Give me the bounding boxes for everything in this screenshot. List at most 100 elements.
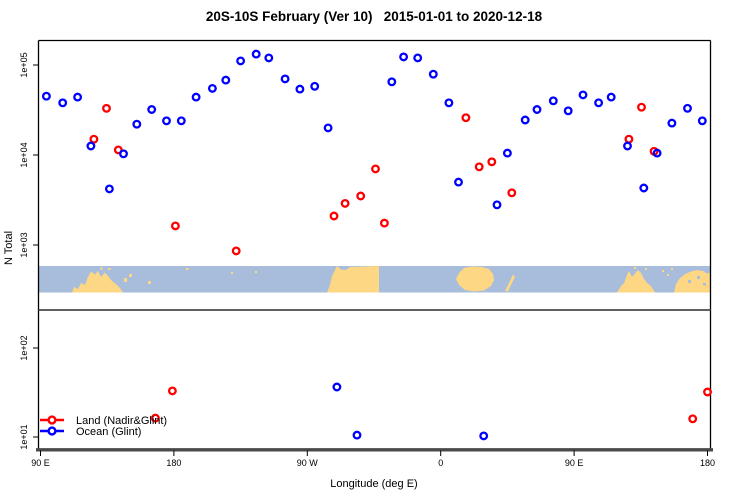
plot-frame <box>36 39 713 452</box>
data-point-ocean <box>444 98 454 108</box>
map-island-speck <box>255 271 257 273</box>
data-point-ocean <box>104 184 114 194</box>
data-point-ocean <box>119 149 128 159</box>
data-point-ocean <box>548 96 558 106</box>
data-point-ocean <box>176 116 186 126</box>
map-land-south-america <box>327 266 379 293</box>
data-point-ocean <box>413 53 423 63</box>
data-point-ocean <box>454 177 463 187</box>
map-island-speck <box>186 268 189 270</box>
data-point-ocean <box>264 53 274 63</box>
map-island-speck <box>645 268 647 270</box>
data-point-ocean <box>652 148 662 158</box>
data-point-ocean <box>639 183 649 193</box>
data-point-ocean <box>492 200 502 210</box>
y-tick-label: 1e+05 <box>19 52 29 77</box>
x-tick-label: 0 <box>438 458 443 468</box>
data-point-ocean <box>563 106 573 116</box>
data-point-land <box>624 134 634 144</box>
data-point-land <box>688 414 698 424</box>
map-island-speck <box>124 278 127 282</box>
map-land-africa <box>456 266 494 292</box>
data-point-ocean <box>623 141 632 151</box>
map-island-speck <box>634 267 636 269</box>
data-point-ocean <box>697 116 707 126</box>
x-axis-label: Longitude (deg E) <box>330 478 417 490</box>
data-point-ocean <box>58 98 68 108</box>
data-point-ocean <box>479 431 489 441</box>
data-point-ocean <box>295 84 305 94</box>
x-tick-label: 180 <box>700 458 715 468</box>
data-point-land <box>507 188 517 198</box>
y-axis-ticks: 1e+05 1e+04 1e+03 1e+02 1e+01 <box>19 52 39 450</box>
data-point-ocean <box>207 83 217 93</box>
x-tick-label: 90 E <box>31 458 50 468</box>
y-tick-label: 1e+02 <box>19 335 29 360</box>
data-point-land <box>637 102 646 112</box>
data-point-ocean <box>667 118 677 128</box>
data-point-ocean <box>428 69 438 79</box>
map-island-speck <box>129 274 132 277</box>
legend-label-ocean: Ocean (Glint) <box>76 426 141 438</box>
data-point-ocean <box>310 81 320 91</box>
data-points <box>41 49 712 441</box>
data-point-ocean <box>132 119 142 129</box>
map-island-speck <box>100 267 103 270</box>
data-point-ocean <box>683 103 692 113</box>
map-land-australia-2 <box>617 270 655 293</box>
legend: Land (Nadir&Glint) Ocean (Glint) <box>40 415 167 438</box>
legend-item-land: Land (Nadir&Glint) <box>40 415 167 427</box>
data-point-ocean <box>578 90 588 100</box>
data-point-ocean <box>502 148 512 158</box>
map-land-australia-1 <box>72 271 123 293</box>
data-point-ocean <box>41 91 51 101</box>
data-point-ocean <box>147 105 157 114</box>
data-point-land <box>231 246 241 256</box>
data-point-ocean <box>387 77 397 87</box>
world-map-strip <box>38 266 711 293</box>
data-point-ocean <box>352 430 362 440</box>
y-axis-label: N Total <box>3 231 15 265</box>
data-point-land <box>371 164 380 174</box>
data-point-land <box>461 113 471 123</box>
data-point-land <box>703 387 712 397</box>
legend-marker-land <box>47 415 57 425</box>
map-land-madagascar <box>505 274 515 292</box>
chart-title: 20S-10S February (Ver 10) 2015-01-01 to … <box>206 9 543 24</box>
map-island-speck <box>667 274 669 276</box>
x-axis-ticks: 90 E 180 90 W 0 90 E 180 <box>31 450 715 468</box>
x-tick-label: 180 <box>166 458 181 468</box>
map-land-pacific-islands <box>674 270 710 293</box>
data-point-ocean <box>323 123 333 133</box>
data-point-ocean <box>191 92 201 102</box>
map-island-speck <box>108 268 111 270</box>
data-point-ocean <box>532 105 542 114</box>
legend-marker-ocean <box>47 426 57 436</box>
data-point-land <box>474 162 484 172</box>
data-point-ocean <box>399 52 409 62</box>
data-point-ocean <box>221 75 231 85</box>
map-island-speck <box>350 267 353 270</box>
data-point-ocean <box>606 92 616 102</box>
data-point-land <box>89 134 99 144</box>
map-ocean-speck <box>688 280 691 283</box>
data-point-ocean <box>86 141 96 151</box>
data-point-land <box>150 413 160 423</box>
data-point-land <box>329 211 339 221</box>
data-point-ocean <box>162 116 171 126</box>
data-point-ocean <box>236 56 246 66</box>
map-island-speck <box>662 270 664 272</box>
legend-label-land: Land (Nadir&Glint) <box>76 415 167 427</box>
data-point-ocean <box>594 98 604 108</box>
legend-item-ocean: Ocean (Glint) <box>40 426 141 438</box>
data-point-land <box>487 157 497 167</box>
data-point-land <box>102 103 111 113</box>
map-island-speck <box>231 272 233 274</box>
map-island-speck <box>148 281 151 284</box>
data-point-ocean <box>251 49 261 59</box>
y-tick-label: 1e+01 <box>19 424 29 449</box>
map-ocean-speck <box>697 276 700 279</box>
map-ocean-speck <box>703 283 706 286</box>
y-tick-label: 1e+04 <box>19 142 29 167</box>
